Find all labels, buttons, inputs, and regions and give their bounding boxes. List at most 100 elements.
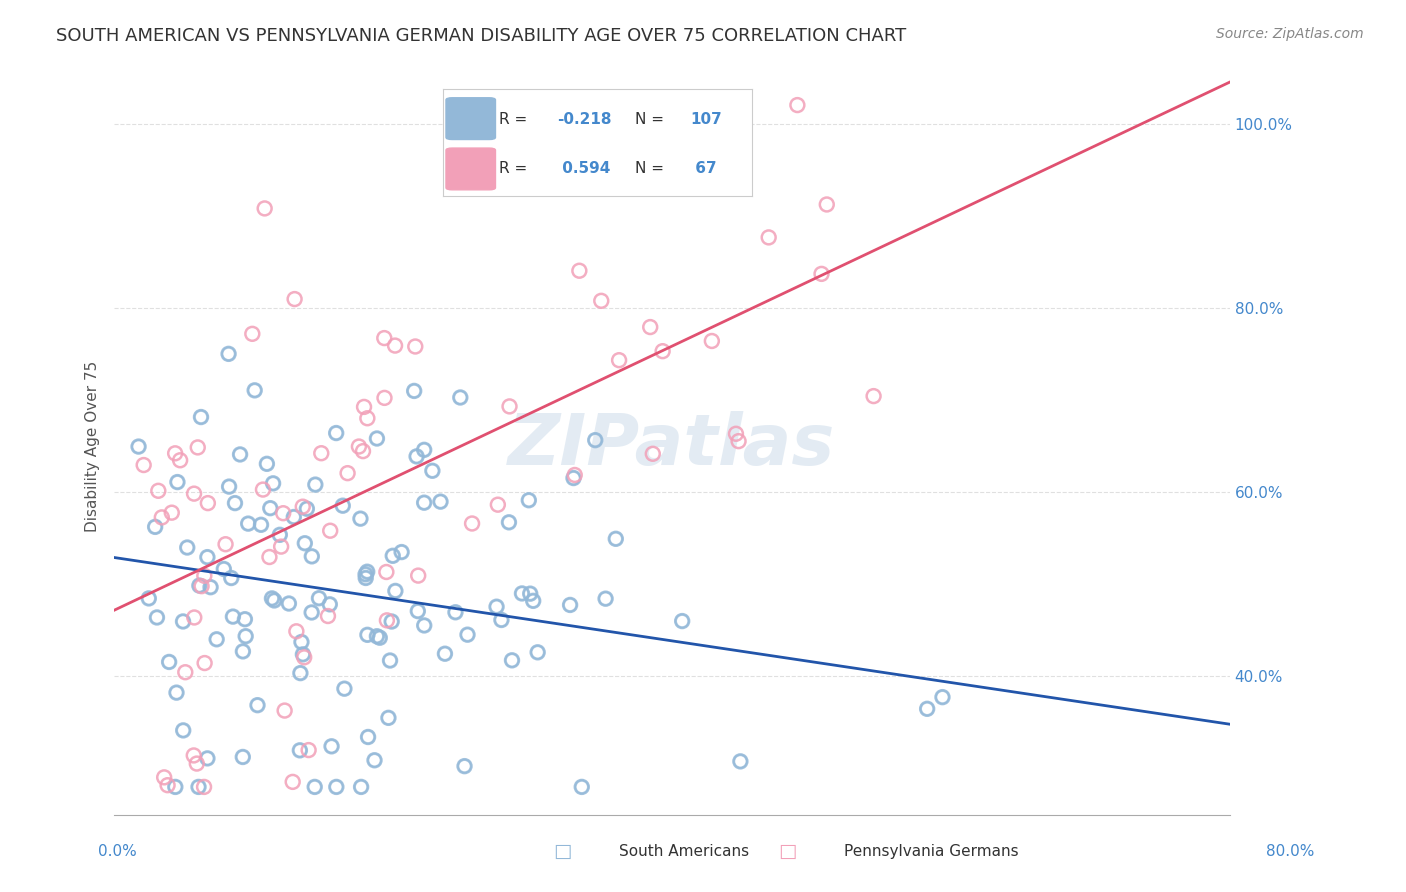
Point — [381, 549, 404, 563]
Point — [406, 568, 429, 582]
Point — [188, 578, 211, 592]
Point — [250, 517, 273, 532]
Point — [235, 629, 257, 643]
Point — [453, 759, 475, 773]
Point — [153, 770, 176, 784]
Point — [413, 442, 436, 457]
Point — [485, 599, 508, 614]
Point — [583, 433, 606, 447]
Point — [325, 780, 347, 794]
Point — [277, 597, 299, 611]
Point — [219, 571, 242, 585]
Point — [277, 597, 299, 611]
Point — [238, 516, 260, 531]
Point — [915, 702, 938, 716]
Point — [522, 594, 544, 608]
Point — [165, 446, 187, 460]
Point — [815, 197, 838, 211]
Point — [190, 579, 212, 593]
Point — [218, 347, 240, 361]
Point — [404, 384, 426, 398]
Point — [571, 780, 593, 794]
Point — [519, 587, 541, 601]
Point — [285, 624, 308, 639]
Point — [413, 618, 436, 632]
Point — [384, 338, 406, 352]
Point — [232, 750, 254, 764]
Point — [294, 536, 316, 550]
Point — [186, 756, 208, 771]
Point — [931, 690, 953, 705]
Point — [229, 447, 252, 461]
Point — [352, 444, 374, 458]
Point — [591, 293, 613, 308]
Point — [381, 549, 404, 563]
Point — [461, 516, 484, 531]
Point — [259, 501, 281, 516]
Point — [212, 562, 235, 576]
Text: N =: N = — [634, 161, 668, 176]
Point — [810, 267, 832, 281]
Point — [311, 446, 333, 460]
Point — [214, 537, 236, 551]
Point — [205, 632, 228, 647]
Point — [263, 593, 285, 607]
Point — [256, 457, 278, 471]
Point — [491, 613, 513, 627]
Point — [413, 496, 436, 510]
Point — [378, 653, 401, 667]
Point — [252, 483, 274, 497]
Point — [298, 743, 321, 757]
Point — [235, 629, 257, 643]
Point — [273, 704, 295, 718]
Point — [304, 477, 326, 491]
Point — [574, 98, 596, 112]
Point — [413, 618, 436, 632]
Text: 67: 67 — [690, 161, 717, 176]
Point — [356, 411, 378, 425]
Point — [222, 609, 245, 624]
Text: 107: 107 — [690, 112, 723, 127]
Point — [218, 347, 240, 361]
Point — [246, 698, 269, 713]
Point — [498, 516, 520, 530]
Point — [517, 493, 540, 508]
Point — [166, 475, 188, 489]
Point — [357, 730, 380, 744]
Point — [222, 609, 245, 624]
Point — [269, 528, 291, 542]
Point — [366, 629, 388, 643]
Point — [357, 730, 380, 744]
Point — [433, 647, 456, 661]
Point — [183, 748, 205, 763]
Point — [583, 433, 606, 447]
Point — [453, 759, 475, 773]
Point — [444, 605, 467, 619]
Point — [730, 755, 752, 769]
Point — [319, 598, 342, 612]
Point — [197, 550, 219, 565]
Point — [187, 441, 209, 455]
Point — [316, 609, 339, 624]
Point — [363, 753, 385, 767]
Point — [433, 647, 456, 661]
Point — [260, 591, 283, 606]
Point — [727, 434, 749, 449]
Point — [308, 591, 330, 606]
Point — [148, 483, 170, 498]
Point — [562, 471, 585, 485]
Point — [700, 334, 723, 348]
Point — [349, 511, 371, 525]
Point — [384, 583, 406, 598]
Point — [218, 480, 240, 494]
Point — [283, 510, 305, 524]
Point — [444, 605, 467, 619]
Point — [183, 486, 205, 500]
Point — [262, 476, 284, 491]
Point — [319, 524, 342, 538]
Point — [128, 440, 150, 454]
Text: 0.0%: 0.0% — [98, 845, 138, 859]
Point — [641, 447, 664, 461]
Point — [295, 501, 318, 516]
Point — [240, 326, 263, 341]
